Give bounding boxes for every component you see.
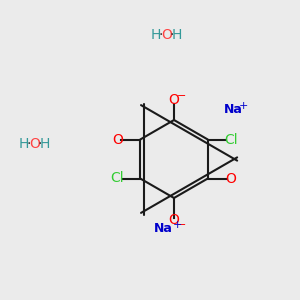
Text: H: H xyxy=(40,137,50,151)
Text: ·: · xyxy=(27,137,31,151)
Text: Na: Na xyxy=(154,222,173,235)
Text: −: − xyxy=(177,91,187,101)
Text: ·: · xyxy=(159,28,163,42)
Text: O: O xyxy=(169,214,179,227)
Text: Na: Na xyxy=(224,103,242,116)
Text: O: O xyxy=(169,94,179,107)
Text: +: + xyxy=(238,100,248,111)
Text: O: O xyxy=(112,133,123,146)
Text: Cl: Cl xyxy=(110,172,124,185)
Text: ·: · xyxy=(38,137,42,151)
Text: O: O xyxy=(161,28,172,42)
Text: H: H xyxy=(151,28,161,42)
Text: ·: · xyxy=(170,28,174,42)
Text: O: O xyxy=(29,137,40,151)
Text: Cl: Cl xyxy=(224,133,238,146)
Text: H: H xyxy=(19,137,29,151)
Text: +: + xyxy=(173,220,183,230)
Text: O: O xyxy=(225,172,236,185)
Text: −: − xyxy=(177,220,187,230)
Text: H: H xyxy=(172,28,182,42)
